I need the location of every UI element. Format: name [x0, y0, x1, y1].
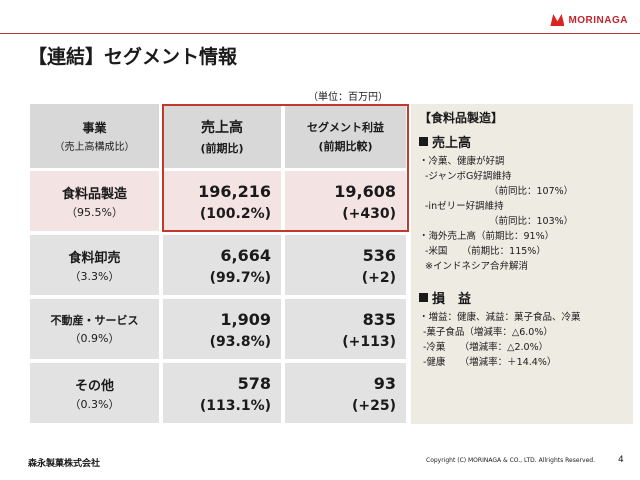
morinaga-logo: MORINAGA [550, 14, 628, 26]
table-row: その他 （0.3%） 578 (113.1%) 93 (+25) [30, 363, 406, 423]
profit-change: (+2) [361, 270, 396, 286]
header-sales: 売上高 (前期比) [163, 104, 281, 168]
sales-value: 1,909 [220, 310, 271, 329]
segment-name: その他 [74, 378, 114, 394]
commentary-line: （前同比：107%） [489, 186, 574, 197]
sales-change: (99.7%) [209, 270, 271, 286]
sales-change: (100.2%) [199, 206, 271, 222]
segment-label: 食料品製造 （95.5%） [30, 171, 159, 231]
segment-name: 食料卸売 [68, 250, 121, 266]
commentary-line: ・増益：健康、減益：菓子食品、冷菓 [419, 312, 581, 323]
segment-label: その他 （0.3%） [30, 363, 159, 423]
page-number: 4 [618, 455, 624, 465]
commentary-line: ・冷菓、健康が好調 [419, 156, 505, 167]
profit-value: 19,608 [334, 182, 396, 201]
commentary-line: -健康 （増減率：＋14.4%） [423, 357, 557, 368]
panel-title: 【食料品製造】 [419, 111, 504, 125]
page-title: 【連結】セグメント情報 [28, 46, 238, 68]
table-row: 食料品製造 （95.5%） 196,216 (100.2%) 19,608 (+… [30, 171, 406, 231]
commentary-line: -冷菓 （増減率：△2.0%） [423, 342, 549, 353]
segment-name: 食料品製造 [61, 186, 127, 202]
segment-label: 不動産・サービス （0.9%） [30, 299, 159, 359]
sales-cell: 1,909 (93.8%) [163, 299, 281, 359]
sales-value: 578 [237, 374, 271, 393]
sales-value: 6,664 [220, 246, 271, 265]
profit-change: (+113) [342, 334, 396, 350]
profit-cell: 835 (+113) [285, 299, 406, 359]
header-profit: セグメント利益 (前期比較) [285, 104, 406, 168]
copyright: Copyright (C) MORINAGA & CO., LTD. Allri… [426, 457, 595, 464]
table-row: 食料卸売 （3.3%） 6,664 (99.7%) 536 (+2) [30, 235, 406, 295]
profit-cell: 19,608 (+430) [285, 171, 406, 231]
sales-change: (113.1%) [199, 398, 271, 414]
square-bullet-icon [419, 293, 428, 302]
commentary-line: -米国 （前期比：115%） [425, 246, 546, 257]
sales-heading: 売上高 [419, 132, 625, 151]
commentary-line: ・海外売上高（前期比：91%） [419, 231, 555, 242]
header-business-sub: （売上高構成比） [54, 142, 135, 153]
header-profit-sub: (前期比較) [318, 139, 373, 153]
commentary-line: （前同比：103%） [489, 216, 574, 227]
logo-text: MORINAGA [568, 14, 628, 26]
commentary-line: -ジャンボG好調維持 [425, 171, 512, 182]
profit-value: 835 [362, 310, 396, 329]
sales-cell: 196,216 (100.2%) [163, 171, 281, 231]
square-bullet-icon [419, 137, 428, 146]
header-business: 事業 （売上高構成比） [30, 104, 159, 168]
segment-label: 食料卸売 （3.3%） [30, 235, 159, 295]
profit-cell: 93 (+25) [285, 363, 406, 423]
profit-heading-text: 損 益 [432, 292, 472, 307]
sales-cell: 6,664 (99.7%) [163, 235, 281, 295]
segment-share: （0.9%） [69, 332, 120, 345]
commentary-line: -inゼリー好調維持 [425, 201, 504, 212]
profit-heading: 損 益 [419, 288, 625, 307]
header-profit-label: セグメント利益 [307, 120, 384, 134]
table-row: 不動産・サービス （0.9%） 1,909 (93.8%) 835 (+113) [30, 299, 406, 359]
company-name: 森永製菓株式会社 [28, 459, 101, 469]
table-header-row: 事業 （売上高構成比） 売上高 (前期比) セグメント利益 (前期比較) [30, 104, 406, 168]
header-sales-sub: (前期比) [200, 141, 244, 155]
segment-share: （0.3%） [69, 397, 120, 411]
angel-mark-icon [550, 14, 565, 26]
sales-value: 196,216 [198, 182, 271, 201]
profit-value: 93 [373, 374, 396, 393]
commentary-panel: 【食料品製造】 売上高 ・冷菓、健康が好調 -ジャンボG好調維持 （前同比：10… [411, 104, 633, 424]
profit-change: (+25) [351, 398, 396, 414]
commentary-line: ※インドネシア合弁解消 [425, 261, 528, 272]
profit-change: (+430) [342, 206, 396, 222]
unit-note: （単位：百万円） [308, 92, 388, 103]
header-rule [0, 33, 640, 34]
segment-share: （95.5%） [66, 205, 123, 219]
sales-cell: 578 (113.1%) [163, 363, 281, 423]
header-sales-label: 売上高 [201, 119, 243, 136]
sales-heading-text: 売上高 [432, 136, 472, 151]
profit-value: 536 [362, 246, 396, 265]
segment-share: （3.3%） [69, 269, 120, 283]
commentary-line: -菓子食品（増減率：△6.0%） [423, 327, 553, 338]
header-business-label: 事業 [82, 121, 107, 135]
sales-change: (93.8%) [209, 334, 271, 350]
profit-cell: 536 (+2) [285, 235, 406, 295]
segment-name: 不動産・サービス [50, 314, 139, 327]
